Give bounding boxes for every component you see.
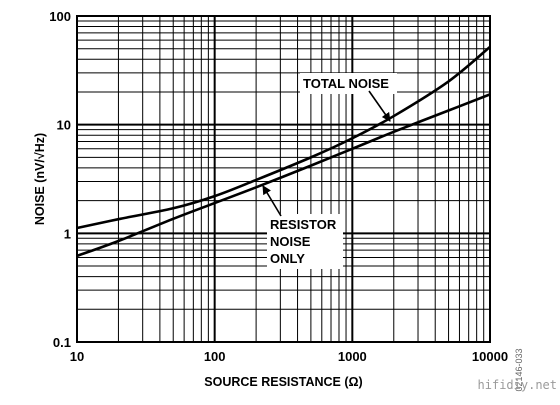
y-tick-label: 100 <box>49 9 71 24</box>
annotation-text-line: TOTAL NOISE <box>303 76 389 91</box>
series-line-total-noise <box>76 45 491 230</box>
annotation-box <box>267 214 343 269</box>
y-tick-label: 0.1 <box>53 335 71 350</box>
x-tick-label: 10 <box>70 349 84 364</box>
series-line-resistor-noise <box>76 93 491 258</box>
x-tick-label: 10000 <box>472 349 508 364</box>
annotation-text-line: ONLY <box>270 251 305 266</box>
y-axis-title: NOISE (nV/√Hz) <box>33 133 47 225</box>
annotation-box <box>300 73 397 94</box>
series-layer <box>76 45 491 258</box>
y-tick-label: 1 <box>64 226 71 241</box>
annotation-leader-arrow <box>262 185 282 217</box>
x-tick-label: 100 <box>204 349 226 364</box>
annotation-layer: TOTAL NOISE RESISTOR NOISE ONLY <box>262 73 397 269</box>
x-axis-title: SOURCE RESISTANCE (Ω) <box>204 375 362 389</box>
x-tick-label: 1000 <box>338 349 367 364</box>
y-tick-labels: 0.1 1 10 100 <box>49 9 71 350</box>
major-grid <box>77 16 490 342</box>
x-tick-labels: 10 100 1000 10000 <box>70 349 508 364</box>
annotation-text-line: RESISTOR <box>270 217 337 232</box>
annotation-text-line: NOISE <box>270 234 311 249</box>
annotation-resistor-noise: RESISTOR NOISE ONLY <box>262 185 343 269</box>
annotation-leader-arrow <box>368 90 391 122</box>
plot-frame <box>76 15 491 343</box>
annotation-total-noise: TOTAL NOISE <box>300 73 397 122</box>
watermark-text: hifidiy.net <box>478 378 557 392</box>
y-tick-label: 10 <box>57 118 71 133</box>
minor-grid <box>77 16 490 342</box>
figure-code: 02146-033 <box>514 348 524 391</box>
